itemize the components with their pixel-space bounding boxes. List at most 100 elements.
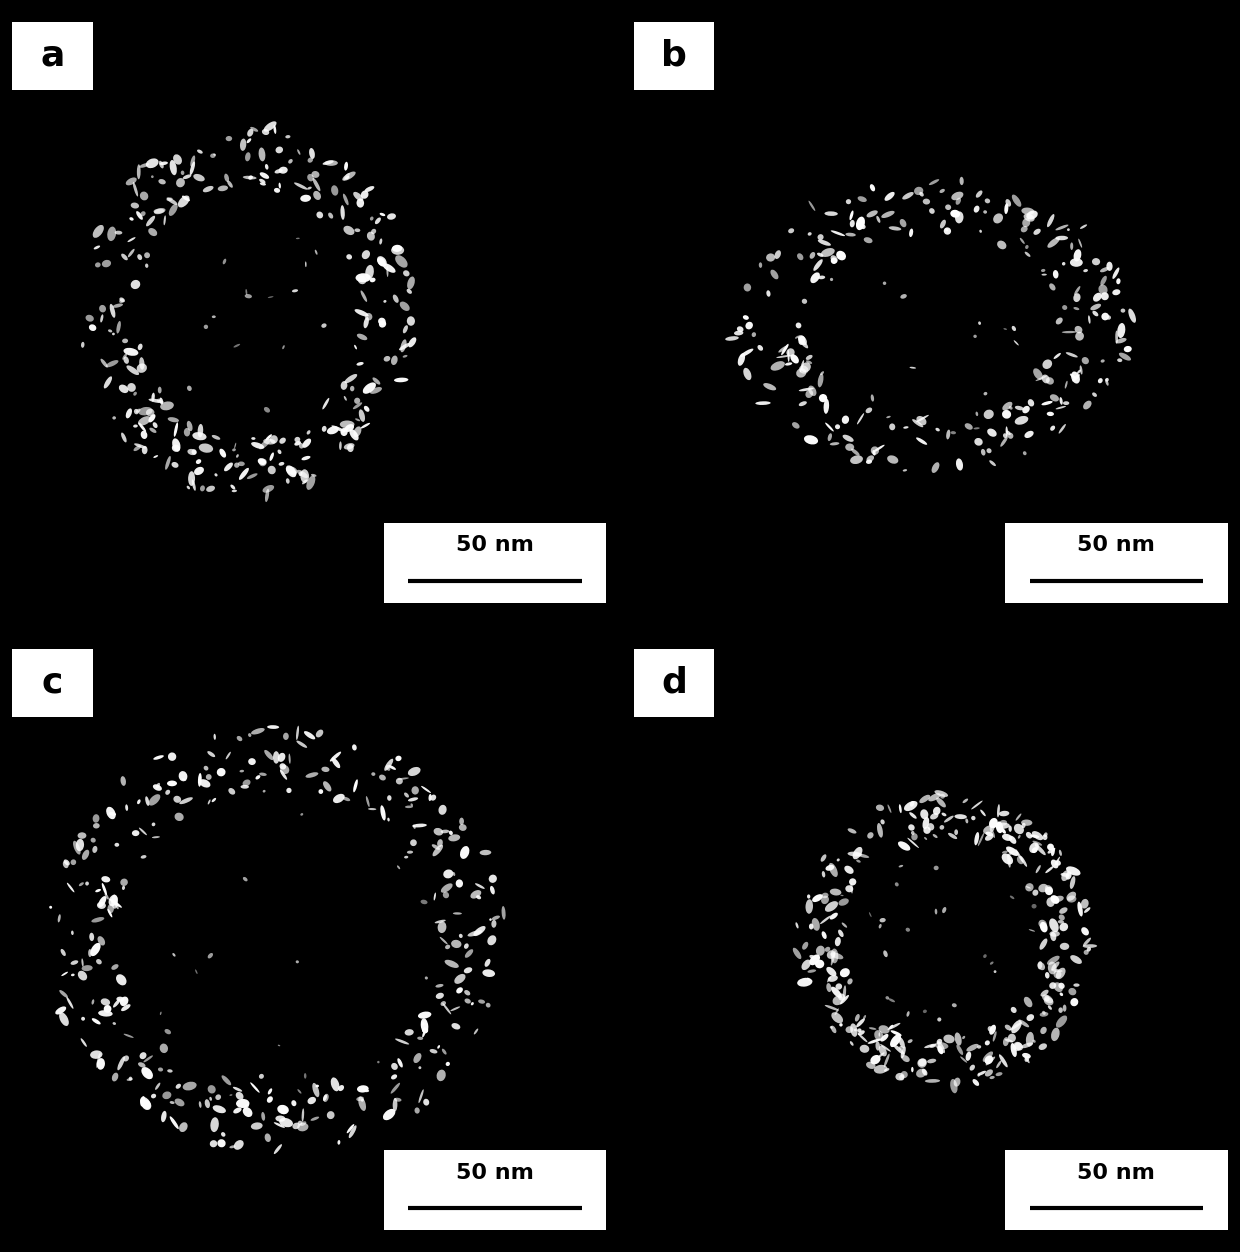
Ellipse shape [1021, 225, 1028, 233]
Ellipse shape [1123, 346, 1132, 352]
Ellipse shape [796, 368, 806, 378]
Ellipse shape [124, 348, 139, 356]
Ellipse shape [157, 1068, 164, 1072]
Ellipse shape [213, 1106, 226, 1113]
Ellipse shape [901, 1055, 910, 1062]
Ellipse shape [315, 249, 317, 254]
Ellipse shape [355, 344, 357, 349]
Ellipse shape [1045, 885, 1053, 893]
Ellipse shape [1068, 895, 1076, 903]
Ellipse shape [1106, 316, 1111, 319]
Ellipse shape [396, 1039, 409, 1044]
Ellipse shape [977, 1073, 981, 1077]
Ellipse shape [273, 751, 279, 764]
Ellipse shape [356, 1097, 363, 1101]
Ellipse shape [218, 185, 228, 192]
Ellipse shape [851, 456, 863, 464]
Ellipse shape [864, 237, 873, 243]
Ellipse shape [182, 174, 191, 179]
Ellipse shape [217, 1139, 226, 1147]
Ellipse shape [941, 813, 946, 816]
Ellipse shape [776, 356, 791, 358]
Ellipse shape [1045, 972, 1049, 979]
Ellipse shape [1092, 310, 1099, 317]
Ellipse shape [353, 402, 362, 409]
Ellipse shape [119, 298, 125, 302]
Ellipse shape [170, 1117, 179, 1129]
Ellipse shape [822, 871, 826, 878]
Ellipse shape [1008, 1034, 1016, 1042]
Ellipse shape [1039, 1043, 1047, 1050]
Ellipse shape [949, 833, 957, 839]
Ellipse shape [1009, 1023, 1022, 1030]
Ellipse shape [286, 788, 291, 793]
Ellipse shape [911, 833, 918, 840]
Ellipse shape [1055, 406, 1066, 409]
Ellipse shape [1101, 359, 1105, 363]
Ellipse shape [391, 356, 398, 366]
Ellipse shape [1013, 1042, 1022, 1052]
Ellipse shape [1086, 947, 1091, 952]
Ellipse shape [138, 254, 143, 260]
Ellipse shape [1074, 983, 1080, 987]
Ellipse shape [1061, 262, 1065, 265]
Ellipse shape [954, 1078, 961, 1087]
Ellipse shape [880, 1044, 892, 1052]
Text: 50 nm: 50 nm [1078, 536, 1156, 556]
Ellipse shape [265, 434, 272, 441]
Ellipse shape [184, 428, 190, 437]
Ellipse shape [1021, 820, 1033, 826]
Ellipse shape [264, 407, 270, 413]
Ellipse shape [113, 303, 123, 308]
Ellipse shape [280, 765, 289, 774]
Ellipse shape [102, 876, 110, 883]
Ellipse shape [889, 227, 901, 230]
Ellipse shape [870, 1055, 880, 1064]
Ellipse shape [154, 456, 159, 458]
Ellipse shape [61, 949, 66, 957]
Ellipse shape [172, 953, 176, 957]
Ellipse shape [363, 382, 376, 394]
Ellipse shape [923, 199, 930, 204]
Ellipse shape [453, 913, 461, 915]
Ellipse shape [363, 1089, 370, 1092]
Ellipse shape [977, 1045, 981, 1049]
Ellipse shape [909, 229, 913, 237]
Ellipse shape [138, 1062, 145, 1068]
Ellipse shape [363, 406, 370, 412]
Ellipse shape [203, 324, 208, 329]
Ellipse shape [1002, 854, 1013, 865]
Ellipse shape [71, 960, 78, 965]
Ellipse shape [942, 906, 946, 913]
Ellipse shape [1083, 938, 1091, 947]
Ellipse shape [196, 459, 201, 464]
Ellipse shape [924, 826, 931, 834]
Ellipse shape [818, 239, 831, 245]
Ellipse shape [842, 923, 847, 928]
Ellipse shape [1045, 377, 1054, 384]
Ellipse shape [174, 154, 182, 165]
Ellipse shape [821, 248, 835, 257]
Ellipse shape [365, 187, 374, 192]
Ellipse shape [792, 422, 800, 428]
Ellipse shape [299, 471, 303, 476]
Ellipse shape [866, 459, 872, 464]
Ellipse shape [790, 354, 799, 363]
Bar [1004, 1151, 1228, 1231]
Ellipse shape [884, 1068, 889, 1072]
Ellipse shape [1006, 431, 1011, 434]
Ellipse shape [361, 1099, 363, 1102]
Ellipse shape [413, 1053, 422, 1063]
Ellipse shape [940, 825, 944, 830]
Ellipse shape [412, 786, 419, 795]
Ellipse shape [296, 726, 299, 740]
Ellipse shape [108, 909, 113, 918]
Ellipse shape [105, 361, 119, 367]
Ellipse shape [122, 1004, 130, 1012]
Ellipse shape [181, 170, 185, 175]
Ellipse shape [232, 490, 237, 492]
Ellipse shape [120, 997, 129, 1007]
Ellipse shape [929, 179, 939, 185]
Ellipse shape [456, 988, 463, 994]
Ellipse shape [368, 808, 377, 810]
